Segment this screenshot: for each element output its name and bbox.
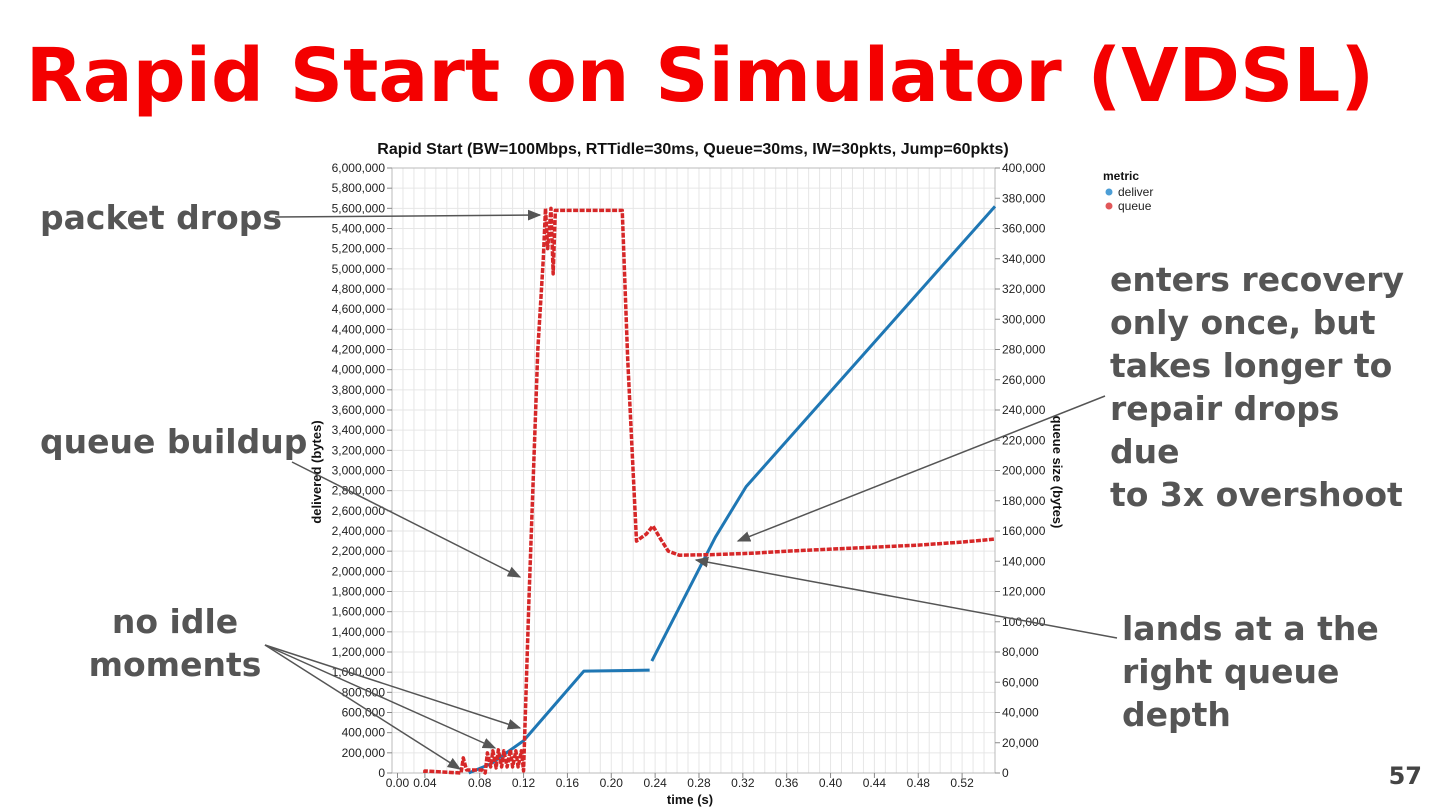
y-left-axis-title: delivered (bytes) xyxy=(309,420,324,523)
arrow-recovery xyxy=(736,395,1106,542)
legend-swatch-queue xyxy=(1105,202,1113,210)
y-left-tick-label: 1,800,000 xyxy=(332,585,386,599)
arrow-packet-drops xyxy=(274,209,542,221)
x-tick-label: 0.00 xyxy=(386,776,410,790)
y-left-tick-label: 1,000,000 xyxy=(332,665,386,679)
arrow-no-idle-3 xyxy=(264,644,462,770)
y-left-tick-label: 0 xyxy=(378,766,385,780)
arrow-no-idle-2 xyxy=(264,644,497,749)
series-line-queue xyxy=(423,206,996,775)
y-right-tick-label: 40,000 xyxy=(1002,706,1039,720)
y-left-tick-label: 4,400,000 xyxy=(332,322,386,336)
x-tick-label: 0.52 xyxy=(950,776,974,790)
chart-grid xyxy=(391,167,996,774)
legend-label-deliver: deliver xyxy=(1118,185,1153,199)
arrow-no-idle-1 xyxy=(264,644,522,730)
y-right-tick-label: 360,000 xyxy=(1002,222,1046,236)
x-tick-label: 0.28 xyxy=(687,776,711,790)
chart-axes: 0 200,000 400,000 600,000 800,000 1,000,000 1,… xyxy=(332,161,1046,790)
x-tick-label: 0.40 xyxy=(819,776,843,790)
y-right-tick-label: 300,000 xyxy=(1002,312,1046,326)
chart-title: Rapid Start (BW=100Mbps, RTTidle=30ms, Q… xyxy=(377,141,1008,158)
y-left-tick-label: 5,200,000 xyxy=(332,242,386,256)
y-right-axis-title: queue size (bytes) xyxy=(1050,416,1065,529)
y-left-tick-label: 2,600,000 xyxy=(332,504,386,518)
y-right-tick-label: 120,000 xyxy=(1002,585,1046,599)
x-tick-label: 0.44 xyxy=(863,776,887,790)
legend: metric deliver queue xyxy=(1103,169,1153,213)
y-left-tick-label: 2,000,000 xyxy=(332,564,386,578)
y-left-tick-label: 3,200,000 xyxy=(332,443,386,457)
series-line-deliver xyxy=(650,205,997,662)
y-left-tick-label: 3,400,000 xyxy=(332,423,386,437)
y-right-tick-label: 320,000 xyxy=(1002,282,1046,296)
y-left-tick-label: 2,400,000 xyxy=(332,524,386,538)
annotation-arrows xyxy=(264,209,1118,770)
y-left-tick-label: 3,600,000 xyxy=(332,403,386,417)
x-tick-label: 0.04 xyxy=(413,776,437,790)
y-left-tick-label: 1,600,000 xyxy=(332,605,386,619)
x-tick-label: 0.24 xyxy=(643,776,667,790)
y-right-tick-label: 400,000 xyxy=(1002,161,1046,175)
x-tick-label: 0.32 xyxy=(731,776,755,790)
arrow-lands xyxy=(694,556,1118,639)
y-right-tick-label: 160,000 xyxy=(1002,524,1046,538)
y-left-tick-label: 600,000 xyxy=(342,706,386,720)
x-axis-title: time (s) xyxy=(667,792,713,807)
y-right-tick-label: 200,000 xyxy=(1002,464,1046,478)
y-left-tick-label: 4,800,000 xyxy=(332,282,386,296)
y-left-tick-label: 5,600,000 xyxy=(332,201,386,215)
y-left-tick-label: 5,000,000 xyxy=(332,262,386,276)
y-right-tick-label: 220,000 xyxy=(1002,433,1046,447)
slide-title: Rapid Start on Simulator (VDSL) xyxy=(25,33,1375,119)
page-number: 57 xyxy=(1388,762,1422,790)
legend-title: metric xyxy=(1103,169,1139,183)
x-tick-label: 0.12 xyxy=(512,776,536,790)
y-right-tick-label: 260,000 xyxy=(1002,373,1046,387)
y-left-tick-label: 4,600,000 xyxy=(332,302,386,316)
y-left-tick-label: 3,800,000 xyxy=(332,383,386,397)
y-right-tick-label: 80,000 xyxy=(1002,645,1039,659)
y-left-tick-label: 800,000 xyxy=(342,685,386,699)
y-right-tick-label: 140,000 xyxy=(1002,554,1046,568)
y-right-tick-label: 60,000 xyxy=(1002,675,1039,689)
y-right-tick-label: 380,000 xyxy=(1002,191,1046,205)
y-right-tick-label: 280,000 xyxy=(1002,343,1046,357)
x-tick-label: 0.20 xyxy=(600,776,624,790)
x-tick-label: 0.48 xyxy=(907,776,931,790)
y-right-tick-label: 240,000 xyxy=(1002,403,1046,417)
y-right-tick-label: 100,000 xyxy=(1002,615,1046,629)
y-left-tick-label: 400,000 xyxy=(342,726,386,740)
legend-label-queue: queue xyxy=(1118,199,1152,213)
y-right-tick-label: 180,000 xyxy=(1002,494,1046,508)
callout-no-idle-moments: no idle moments xyxy=(88,602,262,684)
y-left-tick-label: 6,000,000 xyxy=(332,161,386,175)
y-left-tick-label: 5,800,000 xyxy=(332,181,386,195)
y-left-tick-label: 4,200,000 xyxy=(332,343,386,357)
y-right-tick-label: 20,000 xyxy=(1002,736,1039,750)
y-left-tick-label: 4,000,000 xyxy=(332,363,386,377)
y-left-tick-label: 3,000,000 xyxy=(332,464,386,478)
y-right-tick-label: 340,000 xyxy=(1002,252,1046,266)
callout-packet-drops: packet drops xyxy=(40,198,282,237)
y-left-tick-label: 5,400,000 xyxy=(332,222,386,236)
callout-queue-buildup: queue buildup xyxy=(40,422,308,461)
y-right-tick-label: 0 xyxy=(1002,766,1009,780)
chart-series xyxy=(423,205,997,775)
callout-enters-recovery: enters recovery only once, but takes lon… xyxy=(1110,260,1405,514)
x-tick-label: 0.16 xyxy=(556,776,580,790)
y-left-tick-label: 1,200,000 xyxy=(332,645,386,659)
series-line-deliver xyxy=(468,668,650,775)
y-left-tick-label: 1,400,000 xyxy=(332,625,386,639)
y-left-tick-label: 2,800,000 xyxy=(332,484,386,498)
x-tick-label: 0.36 xyxy=(775,776,799,790)
callout-lands-at-queue-depth: lands at a the right queue depth xyxy=(1122,609,1379,734)
y-left-tick-label: 2,200,000 xyxy=(332,544,386,558)
legend-swatch-deliver xyxy=(1105,188,1113,196)
x-tick-label: 0.08 xyxy=(468,776,492,790)
y-left-tick-label: 200,000 xyxy=(342,746,386,760)
arrow-queue-buildup xyxy=(291,461,522,578)
